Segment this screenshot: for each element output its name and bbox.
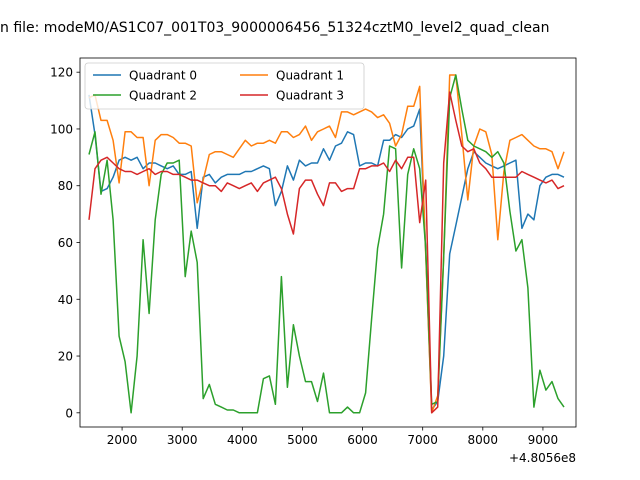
series-line-3 bbox=[88, 91, 565, 414]
series-line-1 bbox=[88, 74, 565, 414]
legend-label-0: Quadrant 0 bbox=[129, 69, 197, 83]
series-line-2 bbox=[88, 74, 565, 414]
series-layer bbox=[88, 74, 565, 414]
x-offset-label: +4.8056e8 bbox=[509, 451, 576, 465]
y-axis: 0 20 40 60 80 100 120 bbox=[50, 66, 80, 420]
y-tick-label: 20 bbox=[58, 350, 73, 364]
x-tick-label: 7000 bbox=[407, 433, 438, 447]
legend-label-3: Quadrant 3 bbox=[276, 89, 344, 103]
legend-label-1: Quadrant 1 bbox=[276, 69, 344, 83]
y-tick-label: 0 bbox=[65, 406, 73, 420]
y-tick-label: 40 bbox=[58, 293, 73, 307]
x-tick-label: 6000 bbox=[347, 433, 378, 447]
x-tick-label: 8000 bbox=[468, 433, 499, 447]
series-line-0 bbox=[88, 94, 565, 411]
x-tick-label: 5000 bbox=[287, 433, 318, 447]
x-tick-label: 3000 bbox=[167, 433, 198, 447]
y-tick-label: 100 bbox=[50, 122, 73, 136]
y-tick-label: 120 bbox=[50, 66, 73, 80]
x-tick-label: 4000 bbox=[227, 433, 258, 447]
chart-legend: Quadrant 0 Quadrant 1 Quadrant 2 Quadrant 3 bbox=[84, 62, 365, 110]
y-tick-label: 60 bbox=[58, 236, 73, 250]
chart-title: n file: modeM0/AS1C07_001T03_9000006456_… bbox=[0, 20, 549, 36]
legend-label-2: Quadrant 2 bbox=[129, 89, 197, 103]
x-tick-label: 9000 bbox=[528, 433, 559, 447]
legend-frame bbox=[84, 62, 365, 110]
y-tick-label: 80 bbox=[58, 179, 73, 193]
plot-area bbox=[80, 58, 576, 427]
x-axis: 2000 3000 4000 5000 6000 7000 8000 9000 bbox=[107, 427, 558, 447]
x-tick-label: 2000 bbox=[107, 433, 138, 447]
